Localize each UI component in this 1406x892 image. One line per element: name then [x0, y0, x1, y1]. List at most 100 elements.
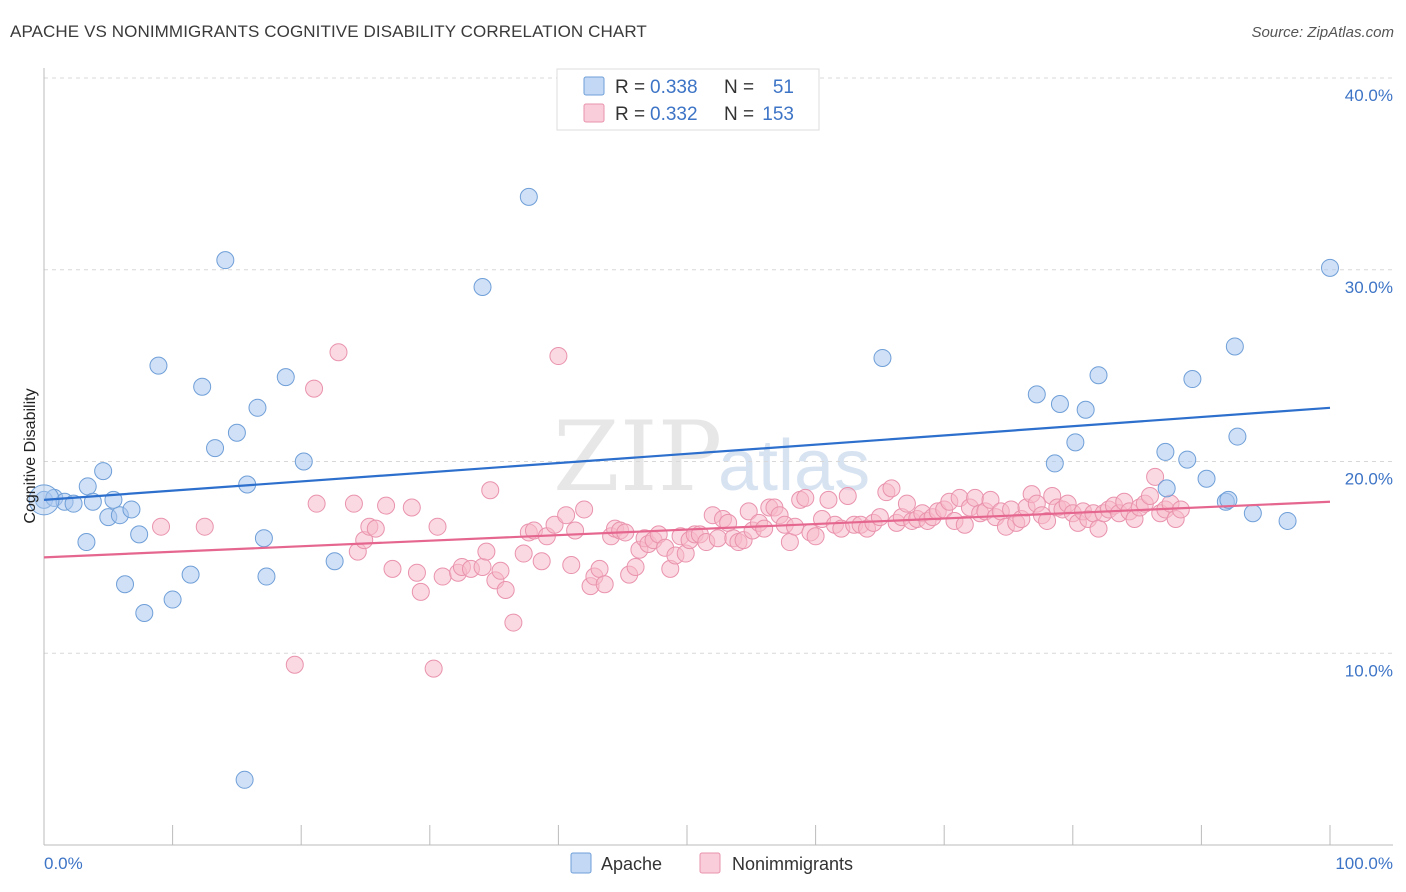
nonimmigrants-point — [411, 582, 430, 601]
apache-point — [1045, 454, 1064, 473]
nonimmigrants-point — [152, 517, 171, 536]
legend-r-label-nonimmigrants: R = — [615, 104, 645, 125]
nonimmigrants-point — [496, 580, 515, 599]
apache-point — [163, 590, 182, 609]
nonimmigrants-point — [402, 498, 421, 517]
nonimmigrants-point — [1146, 467, 1165, 486]
nonimmigrants-point — [796, 488, 815, 507]
bottom-legend-label-nonimmigrants: Nonimmigrants — [732, 854, 853, 874]
apache-point — [257, 567, 276, 586]
apache-point — [116, 575, 135, 594]
apache-point — [1156, 442, 1175, 461]
apache-point — [1219, 490, 1238, 509]
nonimmigrants-point — [1089, 519, 1108, 538]
apache-point — [181, 565, 200, 584]
apache-point — [149, 356, 168, 375]
apache-point — [248, 398, 267, 417]
nonimmigrants-point — [870, 508, 889, 527]
y-axis-label: Cognitive Disability — [22, 388, 39, 523]
apache-point — [473, 278, 492, 297]
nonimmigrants-point — [305, 379, 324, 398]
nonimmigrants-point — [819, 490, 838, 509]
y-tick-label: 20.0% — [1345, 470, 1393, 489]
nonimmigrants-point — [1038, 511, 1057, 530]
nonimmigrants-trend-line — [43, 500, 1331, 559]
apache-point — [1183, 370, 1202, 389]
nonimmigrants-point — [590, 559, 609, 578]
apache-point — [1066, 433, 1085, 452]
chart-title: APACHE VS NONIMMIGRANTS COGNITIVE DISABI… — [10, 22, 647, 41]
nonimmigrants-point — [806, 527, 825, 546]
stats-legend: R = 0.338 N = 51 R = 0.332 N = 153 — [556, 68, 820, 131]
nonimmigrants-point — [428, 517, 447, 536]
apache-point — [1228, 427, 1247, 446]
apache-trend-line — [43, 406, 1331, 501]
apache-point — [227, 423, 246, 442]
nonimmigrants-point — [514, 544, 533, 563]
nonimmigrants-point — [491, 561, 510, 580]
nonimmigrants-point — [532, 552, 551, 571]
nonimmigrants-point — [780, 533, 799, 552]
legend-n-label-nonimmigrants: N = — [724, 104, 754, 125]
gridlines — [44, 77, 1393, 654]
nonimmigrants-point — [307, 494, 326, 513]
legend-n-value-nonimmigrants: 153 — [762, 104, 794, 125]
apache-point — [1050, 394, 1069, 413]
nonimmigrants-point — [838, 487, 857, 506]
series-legend: Apache Nonimmigrants — [570, 852, 853, 874]
nonimmigrants-point — [377, 496, 396, 515]
nonimmigrants-point — [424, 659, 443, 678]
nonimmigrants-point — [1140, 487, 1159, 506]
apache-point — [254, 529, 273, 548]
nonimmigrants-point — [473, 557, 492, 576]
apache-point — [1321, 258, 1339, 277]
nonimmigrants-point — [955, 515, 974, 534]
y-tick-label: 40.0% — [1345, 86, 1393, 105]
nonimmigrants-point — [897, 494, 916, 513]
nonimmigrants-point — [626, 557, 645, 576]
apache-point — [1225, 337, 1244, 356]
x-tick-label: 0.0% — [44, 854, 83, 873]
nonimmigrants-point — [195, 517, 214, 536]
nonimmigrants-point — [557, 506, 576, 525]
legend-n-value-apache: 51 — [773, 77, 794, 98]
axes — [43, 68, 1393, 846]
x-tick-label: 100.0% — [1335, 854, 1393, 873]
apache-point — [1278, 511, 1297, 530]
nonimmigrants-point — [366, 519, 385, 538]
nonimmigrants-point — [595, 575, 614, 594]
apache-point — [206, 439, 225, 458]
apache-point — [235, 770, 254, 789]
apache-point — [325, 552, 344, 571]
nonimmigrants-point — [329, 343, 348, 362]
apache-point — [873, 348, 892, 367]
apache-point — [122, 500, 141, 519]
nonimmigrants-point — [344, 494, 363, 513]
nonimmigrants-point — [481, 481, 500, 500]
nonimmigrants-point — [433, 567, 452, 586]
apache-point — [1157, 479, 1176, 498]
nonimmigrants-point — [504, 613, 523, 632]
apache-points — [28, 187, 1339, 789]
apache-point — [1178, 450, 1197, 469]
y-tick-label: 10.0% — [1345, 661, 1393, 680]
nonimmigrants-point — [566, 521, 585, 540]
nonimmigrants-point — [755, 519, 774, 538]
legend-swatch-nonimmigrants — [583, 103, 605, 123]
nonimmigrants-point — [739, 502, 758, 521]
apache-point — [135, 603, 154, 622]
apache-point — [193, 377, 212, 396]
apache-point — [77, 533, 96, 552]
tick-labels: 10.0% 20.0% 30.0% 40.0% 0.0% 100.0% — [44, 86, 1393, 873]
apache-point — [1197, 469, 1216, 488]
nonimmigrants-point — [285, 655, 304, 674]
nonimmigrants-point — [545, 515, 564, 534]
nonimmigrants-point — [786, 517, 805, 536]
bottom-legend-swatch-nonimmigrants — [699, 852, 721, 874]
apache-point — [1243, 504, 1262, 523]
watermark: ZIP atlas — [553, 401, 870, 513]
nonimmigrants-point — [383, 559, 402, 578]
apache-point — [1076, 400, 1095, 419]
legend-n-label-apache: N = — [724, 77, 754, 98]
